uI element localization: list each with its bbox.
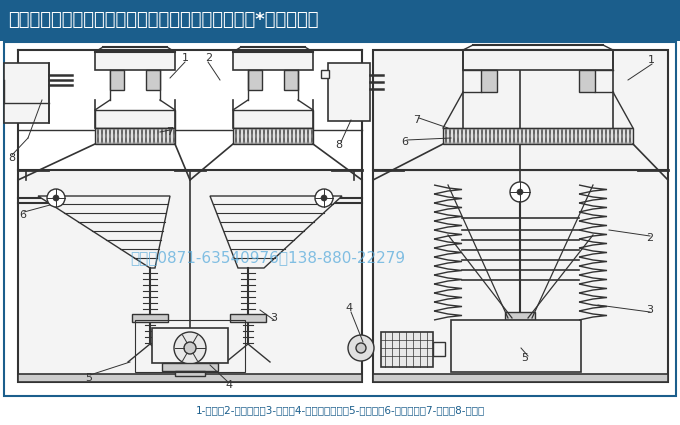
Bar [152,328,228,363]
Circle shape [184,342,196,354]
Bar [95,52,175,70]
Bar [463,50,613,70]
Polygon shape [210,196,342,268]
Circle shape [315,189,333,207]
Text: 8: 8 [8,153,15,163]
Text: 5: 5 [521,353,528,363]
Text: 4: 4 [225,380,232,390]
Text: 7: 7 [413,115,420,125]
Bar [230,314,266,322]
Bar [321,70,329,78]
Bar [579,70,595,92]
Bar [233,128,313,144]
Bar [175,371,205,376]
Text: 6: 6 [401,137,408,147]
Bar [4,63,49,123]
Text: 1: 1 [648,55,655,65]
Text: 2: 2 [646,233,653,243]
Text: 云南昆明矿机厂系列锯齿波跳汰机内部结构示意图（*仅供参考）: 云南昆明矿机厂系列锯齿波跳汰机内部结构示意图（*仅供参考） [8,11,318,29]
Bar [433,342,445,356]
Bar [373,374,668,382]
Bar [451,320,581,372]
Circle shape [53,195,59,201]
Circle shape [510,182,530,202]
Text: 8: 8 [335,140,342,150]
Bar [505,312,535,320]
Bar [18,374,362,382]
Bar [146,70,160,90]
Bar [132,314,168,322]
Text: 1: 1 [182,53,189,63]
Bar [95,128,175,144]
Bar [284,70,298,90]
Circle shape [517,189,523,195]
Text: 1-槽体；2-橡胶隔膜；3-锥斗；4-电磁调速电机；5-凸轮箱；6-补给水管；7-筛网；8-给矿槽: 1-槽体；2-橡胶隔膜；3-锥斗；4-电磁调速电机；5-凸轮箱；6-补给水管；7… [195,405,485,415]
Bar [162,363,218,371]
Circle shape [321,195,327,201]
Bar [4,42,676,396]
Bar [233,52,313,70]
Circle shape [47,189,65,207]
Text: 详询：0871-63540976，138-880-22279: 详询：0871-63540976，138-880-22279 [131,250,405,266]
Bar [373,170,668,382]
Bar [328,63,370,121]
Polygon shape [38,196,170,268]
Text: 3: 3 [270,313,277,323]
Bar [381,332,433,367]
Circle shape [356,343,366,353]
Bar [248,70,262,90]
Bar [0,0,680,41]
Bar [233,110,313,128]
Bar [373,50,668,170]
Bar [135,320,245,372]
Circle shape [174,332,206,364]
Text: 2: 2 [205,53,212,63]
Text: 7: 7 [166,127,173,137]
Text: 6: 6 [19,210,26,220]
Bar [18,170,362,382]
Bar [481,70,497,92]
Text: 4: 4 [345,303,352,313]
Text: 5: 5 [85,373,92,383]
Text: 3: 3 [646,305,653,315]
Bar [95,110,175,128]
Bar [443,128,633,144]
Circle shape [348,335,374,361]
Bar [110,70,124,90]
